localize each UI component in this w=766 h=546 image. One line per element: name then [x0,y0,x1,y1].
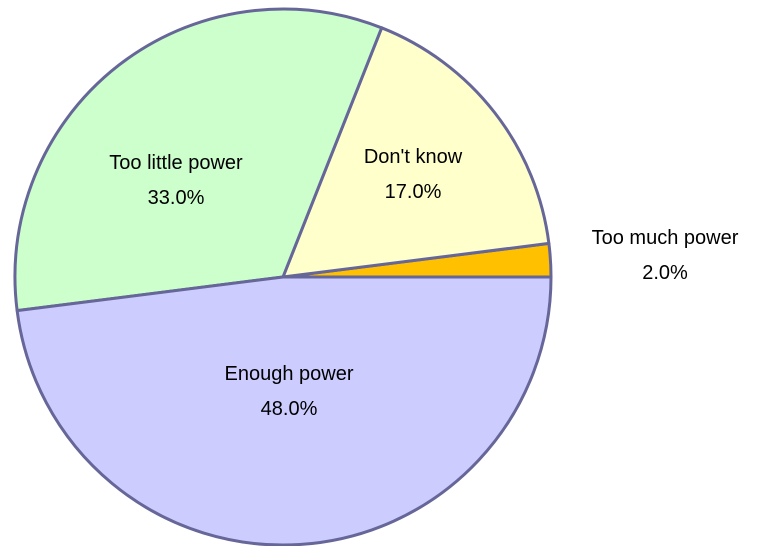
slice-value-label: 2.0% [642,262,688,284]
slice-label: Too much power [592,227,739,249]
labels-layer: Too much power 2.0% Don't know 17.0% Too lit… [109,146,738,420]
slice-value-label: 48.0% [261,398,318,420]
pie-slice-enough-power [15,275,553,546]
slice-label: Enough power [225,363,354,385]
slices-layer [13,7,553,546]
slice-label: Don't know [364,146,463,168]
slice-label: Too little power [109,152,243,174]
slice-value-label: 33.0% [148,187,205,209]
pie-slice-too-little-power [13,7,384,313]
slice-value-label: 17.0% [385,181,442,203]
pie-slice-don-t-know [281,26,551,279]
